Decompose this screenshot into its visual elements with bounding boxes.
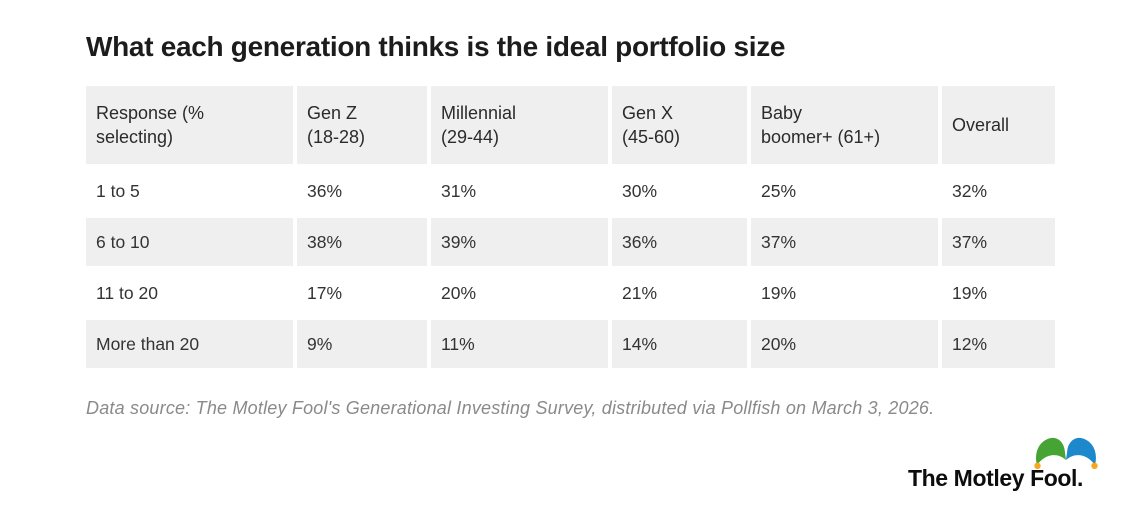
table-row: 1 to 5 36% 31% 30% 25% 32% — [86, 167, 1055, 215]
table-row: 11 to 20 17% 20% 21% 19% 19% — [86, 269, 1055, 317]
table-cell: 21% — [622, 282, 658, 303]
table-cell: 39% — [431, 218, 608, 266]
table-cell: 19% — [761, 282, 797, 303]
table-cell: 25% — [761, 180, 797, 201]
motley-fool-logo: The Motley Fool. — [908, 434, 1098, 494]
table-cell: 19% — [952, 282, 988, 303]
table-cell: 12% — [942, 320, 1055, 368]
data-source-note: Data source: The Motley Fool's Generatio… — [86, 398, 935, 418]
row-label: 11 to 20 — [96, 282, 158, 303]
table-row: 6 to 10 38% 39% 36% 37% 37% — [86, 218, 1055, 266]
table-cell: 37% — [942, 218, 1055, 266]
table-cell: 20% — [441, 282, 477, 303]
table-cell: 30% — [622, 180, 658, 201]
column-header-gen-z: Gen Z (18-28) — [297, 86, 427, 164]
table-row: More than 20 9% 11% 14% 20% 12% — [86, 320, 1055, 368]
portfolio-size-table: Response (% selecting) Gen Z (18-28) Mil… — [82, 83, 1059, 371]
table-cell: 14% — [612, 320, 747, 368]
row-label: 6 to 10 — [86, 218, 293, 266]
column-header-response: Response (% selecting) — [86, 86, 293, 164]
table-cell: 9% — [297, 320, 427, 368]
table-cell: 32% — [952, 180, 988, 201]
column-header-millennial: Millennial (29-44) — [431, 86, 608, 164]
table-cell: 38% — [297, 218, 427, 266]
table-cell: 11% — [431, 320, 608, 368]
page-title: What each generation thinks is the ideal… — [86, 31, 786, 62]
table-cell: 31% — [441, 180, 477, 201]
column-header-overall: Overall — [942, 86, 1055, 164]
logo-text: The Motley Fool. — [908, 465, 1084, 491]
table-cell: 36% — [612, 218, 747, 266]
table-header-row: Response (% selecting) Gen Z (18-28) Mil… — [86, 86, 1055, 164]
row-label: More than 20 — [86, 320, 293, 368]
table-cell: 17% — [307, 282, 343, 303]
table-cell: 37% — [751, 218, 938, 266]
table-cell: 20% — [751, 320, 938, 368]
column-header-gen-x: Gen X (45-60) — [612, 86, 747, 164]
column-header-baby-boomer: Baby boomer+ (61+) — [751, 86, 938, 164]
table-cell: 36% — [307, 180, 343, 201]
row-label: 1 to 5 — [96, 180, 140, 201]
jester-hat-icon — [1034, 437, 1098, 469]
